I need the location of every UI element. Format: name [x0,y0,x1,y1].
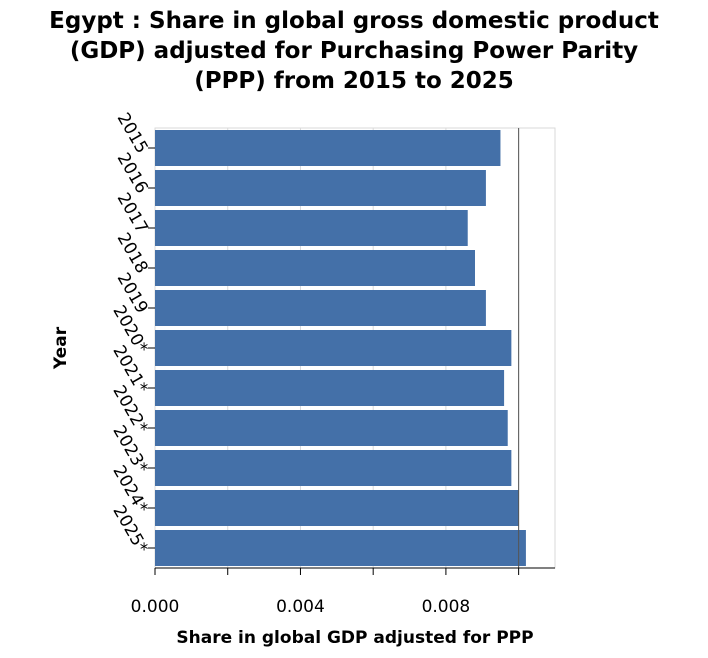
bar-2020-est [155,330,512,366]
chart-title-line-2: (GDP) adjusted for Purchasing Power Pari… [69,38,639,64]
bar-2017 [155,210,468,246]
x-tick-label: 0.000 [131,597,180,617]
y-tick-label: 2016 [113,150,152,197]
bar-2015 [155,130,501,166]
bar-2019 [155,290,486,326]
y-tick-label: 2017 [113,190,152,237]
bar-2018 [155,250,475,286]
bar-2022-est [155,410,508,446]
y-tick-label: 2018 [113,230,152,277]
bar-2024-est [155,490,519,526]
bar-2021-est [155,370,505,406]
chart-title: Egypt : Share in global gross domestic p… [0,6,708,96]
x-axis-title: Share in global GDP adjusted for PPP [176,628,533,648]
bar-2025-est [155,530,526,566]
x-tick-label: 0.008 [422,597,471,617]
chart-title-line-3: (PPP) from 2015 to 2025 [194,68,514,94]
y-tick-label: 2015 [113,110,152,157]
bar-2016 [155,170,486,206]
chart-title-line-1: Egypt : Share in global gross domestic p… [49,8,659,34]
y-axis-title: Year [51,326,71,370]
bar-2023-est [155,450,512,486]
x-tick-label: 0.004 [276,597,325,617]
bar-layer [155,130,526,566]
